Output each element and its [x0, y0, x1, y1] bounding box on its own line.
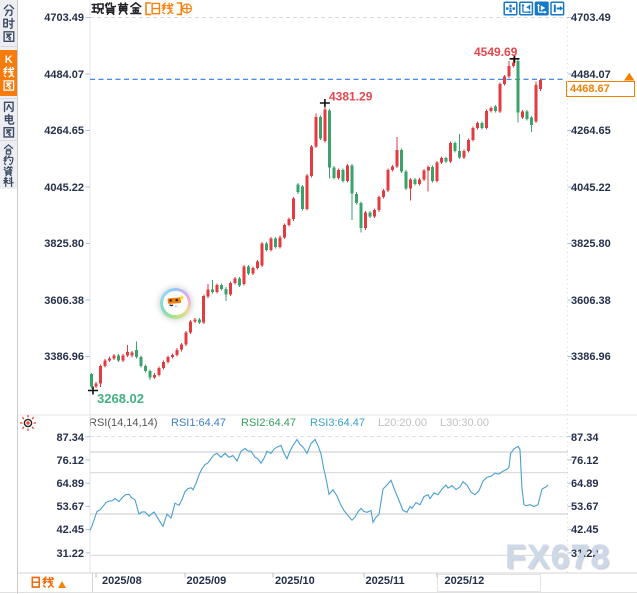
svg-text:4381.29: 4381.29 — [329, 90, 373, 104]
svg-text:4549.69: 4549.69 — [474, 45, 518, 59]
svg-text:K: K — [5, 54, 13, 66]
svg-text:3268.02: 3268.02 — [97, 391, 144, 406]
